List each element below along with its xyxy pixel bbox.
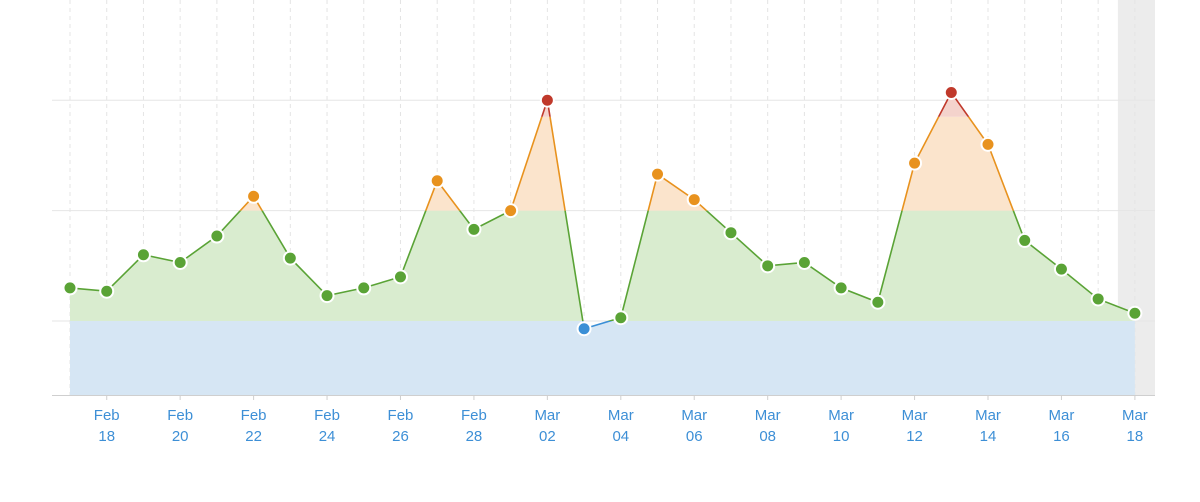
area-band-fill (70, 321, 1135, 395)
x-tick-label-month: Mar (828, 407, 854, 424)
data-point (539, 92, 555, 108)
data-point (613, 310, 629, 326)
series-line (541, 90, 970, 117)
x-tick-label-month: Feb (314, 407, 340, 424)
data-point (135, 247, 151, 263)
data-point (466, 221, 482, 237)
data-point (99, 283, 115, 299)
x-tick-label-month: Feb (94, 407, 120, 424)
x-tick-label-day: 24 (319, 428, 336, 445)
x-tick-label-month: Mar (975, 407, 1001, 424)
x-tick-label-month: Feb (167, 407, 193, 424)
data-point (1090, 291, 1106, 307)
x-tick-label-month: Mar (608, 407, 634, 424)
data-point (503, 203, 519, 219)
data-point (870, 294, 886, 310)
data-point (392, 269, 408, 285)
x-tick-label-month: Mar (1122, 407, 1148, 424)
x-tick-label-day: 06 (686, 428, 703, 445)
x-tick-label-day: 08 (759, 428, 776, 445)
area-band-fill (70, 210, 1135, 322)
x-tick-label-day: 02 (539, 428, 556, 445)
x-tick-label-day: 14 (980, 428, 997, 445)
x-tick-label-month: Feb (241, 407, 267, 424)
series-line (239, 116, 1015, 211)
x-tick-label-day: 04 (612, 428, 629, 445)
data-point (943, 84, 959, 100)
data-point (429, 173, 445, 189)
data-point (686, 192, 702, 208)
data-point (760, 258, 776, 274)
data-point (62, 280, 78, 296)
data-point (1127, 305, 1143, 321)
data-point (907, 155, 923, 171)
data-point (1017, 232, 1033, 248)
x-tick-label-day: 26 (392, 428, 409, 445)
data-point (980, 136, 996, 152)
x-tick-label-day: 22 (245, 428, 262, 445)
data-point (1053, 261, 1069, 277)
data-point (723, 225, 739, 241)
series-line (582, 321, 613, 330)
x-tick-label-day: 10 (833, 428, 850, 445)
data-point (172, 255, 188, 271)
x-tick-label-day: 16 (1053, 428, 1070, 445)
data-point (282, 250, 298, 266)
x-tick-label-month: Mar (755, 407, 781, 424)
x-tick-label-day: 18 (98, 428, 115, 445)
x-tick-label-month: Mar (681, 407, 707, 424)
x-tick-label-day: 18 (1127, 428, 1144, 445)
data-point (319, 288, 335, 304)
data-point (796, 255, 812, 271)
x-tick-label-day: 20 (172, 428, 189, 445)
x-tick-label-month: Feb (388, 407, 414, 424)
x-tick-label-day: 12 (906, 428, 923, 445)
data-point (356, 280, 372, 296)
data-point (650, 166, 666, 182)
x-tick-label-month: Feb (461, 407, 487, 424)
data-point (209, 228, 225, 244)
x-tick-label-month: Mar (902, 407, 928, 424)
data-point (246, 188, 262, 204)
area-band-fill (240, 116, 1014, 211)
x-tick-label-day: 28 (466, 428, 483, 445)
x-tick-label-month: Mar (534, 407, 560, 424)
data-point (833, 280, 849, 296)
data-point (576, 321, 592, 337)
x-tick-label-month: Mar (1049, 407, 1075, 424)
